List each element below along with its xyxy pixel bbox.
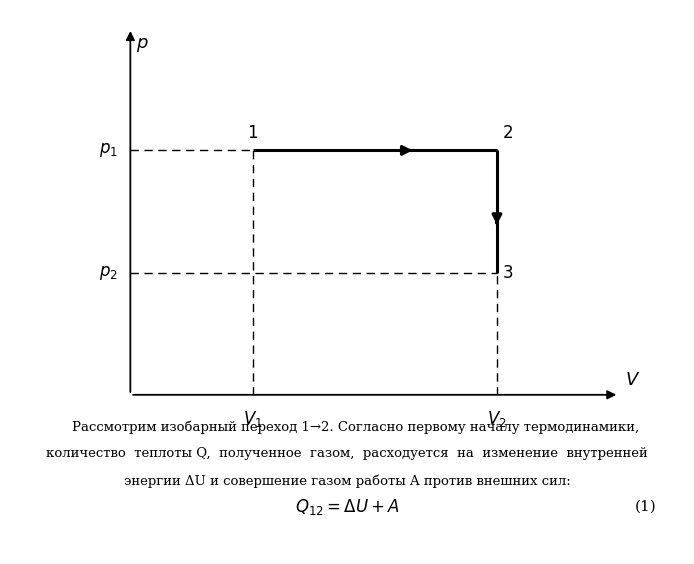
Text: p: p: [137, 34, 148, 52]
Text: V: V: [625, 371, 638, 389]
Text: 1: 1: [247, 124, 258, 142]
Text: Рассмотрим изобарный переход 1→2. Согласно первому началу термодинамики,: Рассмотрим изобарный переход 1→2. Соглас…: [55, 420, 639, 434]
Text: $p_1$: $p_1$: [99, 142, 118, 160]
Text: $p_2$: $p_2$: [99, 263, 118, 281]
Text: $Q_{12} = \Delta U + A$: $Q_{12} = \Delta U + A$: [294, 497, 400, 517]
Text: $V_1$: $V_1$: [243, 409, 262, 429]
Text: $V_2$: $V_2$: [487, 409, 507, 429]
Text: 3: 3: [503, 263, 514, 281]
Text: (1): (1): [634, 500, 657, 514]
Text: количество  теплоты Q,  полученное  газом,  расходуется  на  изменение  внутренн: количество теплоты Q, полученное газом, …: [46, 447, 648, 460]
Text: 2: 2: [503, 124, 514, 142]
Text: энергии ΔU и совершение газом работы A против внешних сил:: энергии ΔU и совершение газом работы A п…: [124, 474, 570, 488]
